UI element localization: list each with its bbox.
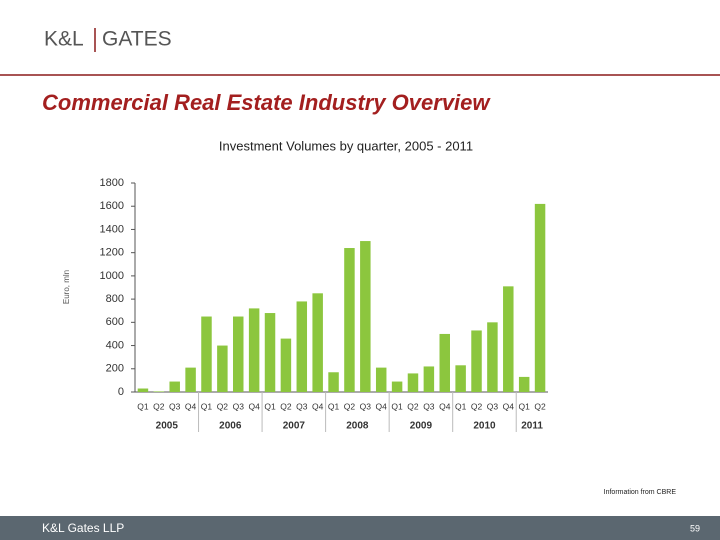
x-group-label: 2007 <box>283 421 306 432</box>
x-group-label: 2009 <box>410 421 433 432</box>
bar <box>328 372 339 392</box>
chart-title: Investment Volumes by quarter, 2005 - 20… <box>219 138 473 153</box>
x-tick-label: Q4 <box>312 401 324 411</box>
source-note: Information from CBRE <box>604 489 677 496</box>
bar <box>137 388 149 392</box>
y-tick-label: 200 <box>106 363 124 375</box>
bar <box>471 330 482 392</box>
y-tick-label: 0 <box>118 386 124 398</box>
bar <box>248 308 260 392</box>
x-tick-label: Q2 <box>153 401 165 411</box>
page-number: 59 <box>690 523 700 533</box>
x-group-label: 2008 <box>346 421 369 432</box>
x-tick-label: Q2 <box>344 401 356 411</box>
bar <box>455 365 466 392</box>
bar <box>264 313 276 392</box>
bar <box>217 345 228 392</box>
bar <box>534 203 546 392</box>
x-tick-label: Q2 <box>534 401 546 411</box>
y-tick-label: 800 <box>106 293 124 305</box>
bar <box>169 381 180 392</box>
bar <box>360 241 371 392</box>
x-tick-label: Q4 <box>376 401 388 411</box>
y-tick-label: 1200 <box>100 247 124 259</box>
x-tick-label: Q3 <box>423 401 435 411</box>
bar <box>375 367 387 392</box>
x-tick-label: Q2 <box>471 401 483 411</box>
x-tick-label: Q1 <box>455 401 467 411</box>
y-tick-label: 600 <box>106 316 124 328</box>
x-tick-label: Q1 <box>264 401 276 411</box>
x-tick-label: Q3 <box>169 401 181 411</box>
y-tick-label: 1000 <box>100 270 124 282</box>
x-tick-label: Q4 <box>503 401 515 411</box>
y-axis-label: Euro, mln <box>62 270 71 304</box>
bar <box>233 316 244 392</box>
bar <box>153 391 165 392</box>
slide-title: Commercial Real Estate Industry Overview <box>42 90 491 115</box>
x-group-label: 2006 <box>219 421 242 432</box>
y-tick-label: 1400 <box>100 223 124 235</box>
bar <box>312 293 323 392</box>
bar <box>391 381 403 392</box>
x-tick-label: Q1 <box>519 401 531 411</box>
x-tick-label: Q1 <box>137 401 149 411</box>
x-tick-label: Q4 <box>439 401 451 411</box>
bar <box>439 333 450 392</box>
x-tick-label: Q2 <box>217 401 229 411</box>
bar <box>296 301 308 392</box>
bar <box>518 376 530 392</box>
x-group-label: 2005 <box>156 421 179 432</box>
x-tick-label: Q1 <box>391 401 403 411</box>
bar <box>201 316 212 392</box>
x-group-label: 2011 <box>521 421 543 432</box>
x-tick-label: Q4 <box>248 401 260 411</box>
logo-right: GATES <box>102 28 172 51</box>
x-group-label: 2010 <box>473 421 496 432</box>
bar <box>503 286 514 392</box>
footer-bar <box>0 516 720 540</box>
logo: K&L <box>44 28 84 51</box>
bar <box>487 322 498 392</box>
x-tick-label: Q4 <box>185 401 197 411</box>
x-tick-label: Q3 <box>296 401 308 411</box>
y-tick-label: 400 <box>106 339 124 351</box>
x-tick-label: Q2 <box>280 401 292 411</box>
bar <box>407 373 419 392</box>
y-tick-label: 1800 <box>100 177 124 189</box>
x-tick-label: Q2 <box>407 401 419 411</box>
bar <box>344 248 355 392</box>
x-tick-label: Q3 <box>487 401 499 411</box>
x-tick-label: Q1 <box>328 401 340 411</box>
y-tick-label: 1600 <box>100 200 124 212</box>
bar <box>423 366 435 392</box>
x-tick-label: Q3 <box>360 401 372 411</box>
bar <box>185 367 196 392</box>
x-tick-label: Q1 <box>201 401 213 411</box>
footer-brand: K&L Gates LLP <box>42 521 124 535</box>
bar <box>280 338 292 392</box>
x-tick-label: Q3 <box>233 401 245 411</box>
